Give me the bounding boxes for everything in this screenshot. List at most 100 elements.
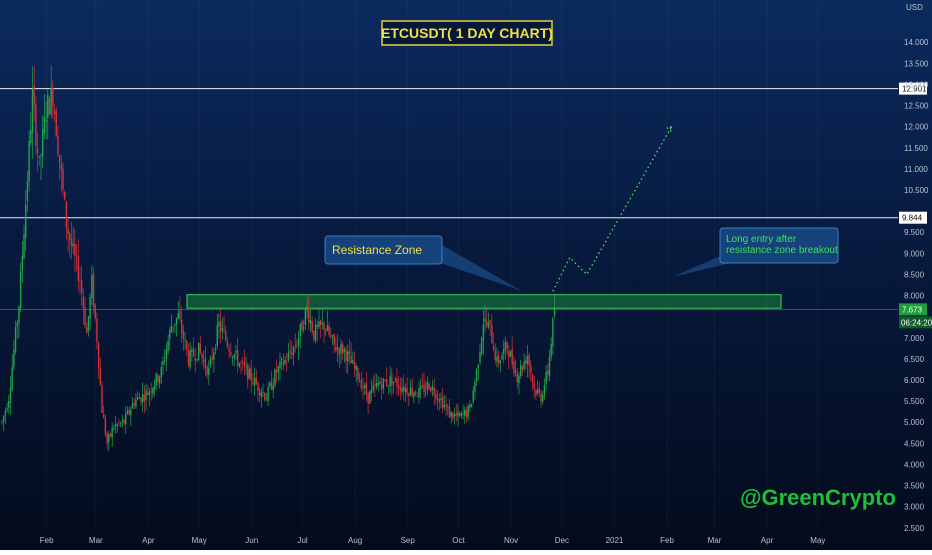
candle-body: [279, 361, 281, 368]
candle-body: [58, 154, 61, 163]
candle-body: [467, 405, 469, 418]
candle-body: [489, 320, 491, 324]
candle-body: [160, 367, 163, 378]
y-tick-label: 9.000: [904, 249, 925, 258]
candle-body: [18, 306, 20, 324]
candle-body: [182, 330, 185, 340]
candle-body: [204, 357, 207, 368]
candle-body: [223, 330, 225, 332]
candle-body: [6, 408, 8, 410]
candle-body: [452, 413, 454, 419]
candle-body: [1, 421, 3, 423]
x-tick-label: Feb: [40, 536, 54, 545]
candle-body: [492, 345, 495, 351]
candle-body: [67, 228, 69, 234]
candle-body: [123, 419, 125, 424]
resistance-callout: [324, 235, 443, 265]
candle-body: [162, 361, 164, 366]
candle-body: [469, 405, 471, 408]
y-tick-label: 2.500: [904, 524, 925, 533]
candle-body: [187, 350, 190, 365]
x-tick-label: Apr: [142, 536, 155, 545]
candle-body: [203, 360, 205, 361]
candle-body: [542, 395, 544, 402]
candle-body: [514, 370, 517, 373]
candle-body: [111, 428, 113, 438]
candle-body: [443, 404, 446, 408]
candle-body: [528, 354, 530, 366]
candle-body: [119, 422, 122, 424]
candle-body: [69, 233, 71, 241]
x-tick-label: 2021: [606, 536, 624, 545]
x-tick-label: Oct: [452, 536, 465, 545]
candle-body: [304, 309, 307, 325]
candle-body: [384, 380, 386, 381]
candle-body: [308, 307, 310, 323]
candle-body: [313, 330, 315, 340]
candle-body: [147, 392, 149, 396]
candle-body: [379, 381, 381, 385]
candle-body: [382, 378, 385, 388]
candle-body: [440, 398, 442, 400]
candle-body: [340, 344, 342, 354]
candle-body: [442, 397, 444, 409]
candle-body: [80, 280, 83, 294]
y-tick-label: 12.000: [904, 123, 929, 132]
candle-body: [553, 309, 556, 316]
candle-body: [503, 349, 505, 354]
candle-body: [157, 375, 159, 382]
candle-body: [35, 104, 37, 146]
candle-body: [362, 386, 364, 389]
candle-body: [433, 387, 435, 395]
candle-body: [214, 348, 217, 350]
candle-body: [436, 398, 439, 400]
candle-body: [158, 376, 161, 384]
candle-body: [536, 390, 539, 394]
candle-body: [138, 398, 140, 400]
resistance-zone: [186, 294, 782, 309]
candle-body: [487, 322, 490, 328]
candle-body: [319, 320, 322, 326]
resistance-callout-label: Resistance Zone: [332, 243, 422, 257]
current-price-tag: [899, 303, 927, 316]
candle-body: [347, 352, 349, 361]
candle-body: [396, 378, 398, 387]
candle-body: [330, 335, 332, 337]
candle-body: [241, 361, 244, 363]
candle-body: [53, 110, 56, 114]
candle-body: [306, 306, 308, 311]
y-tick-label: 12.500: [904, 102, 929, 111]
candle-body: [372, 385, 374, 390]
candle-body: [470, 403, 473, 408]
candle-body: [287, 352, 290, 361]
candle-body: [326, 325, 329, 332]
candle-body: [497, 355, 500, 364]
candle-body: [209, 358, 212, 366]
candle-body: [170, 325, 173, 332]
candle-body: [269, 383, 271, 387]
candle-body: [121, 420, 124, 422]
candle-body: [216, 324, 218, 347]
candle-body: [109, 433, 112, 436]
y-tick-label: 7.000: [904, 334, 925, 343]
candle-body: [264, 393, 266, 400]
candle-body: [418, 388, 420, 398]
candle-body: [316, 324, 318, 328]
candle-body: [543, 385, 546, 397]
candle-body: [506, 342, 508, 349]
candle-body: [291, 352, 293, 356]
candle-body: [45, 119, 47, 121]
projection-line: [552, 126, 673, 292]
y-tick-label: 8.500: [904, 270, 925, 279]
y-axis: 14.000 13.500 13.000 12.500 12.000 11.500 11.0…: [904, 38, 929, 533]
candle-body: [206, 366, 208, 375]
candle-body: [43, 116, 46, 133]
candle-body: [458, 413, 461, 417]
candle-body: [475, 369, 478, 382]
candle-body: [199, 344, 202, 353]
candle-body: [13, 349, 15, 368]
candle-body: [547, 370, 549, 375]
candle-body: [184, 340, 186, 342]
